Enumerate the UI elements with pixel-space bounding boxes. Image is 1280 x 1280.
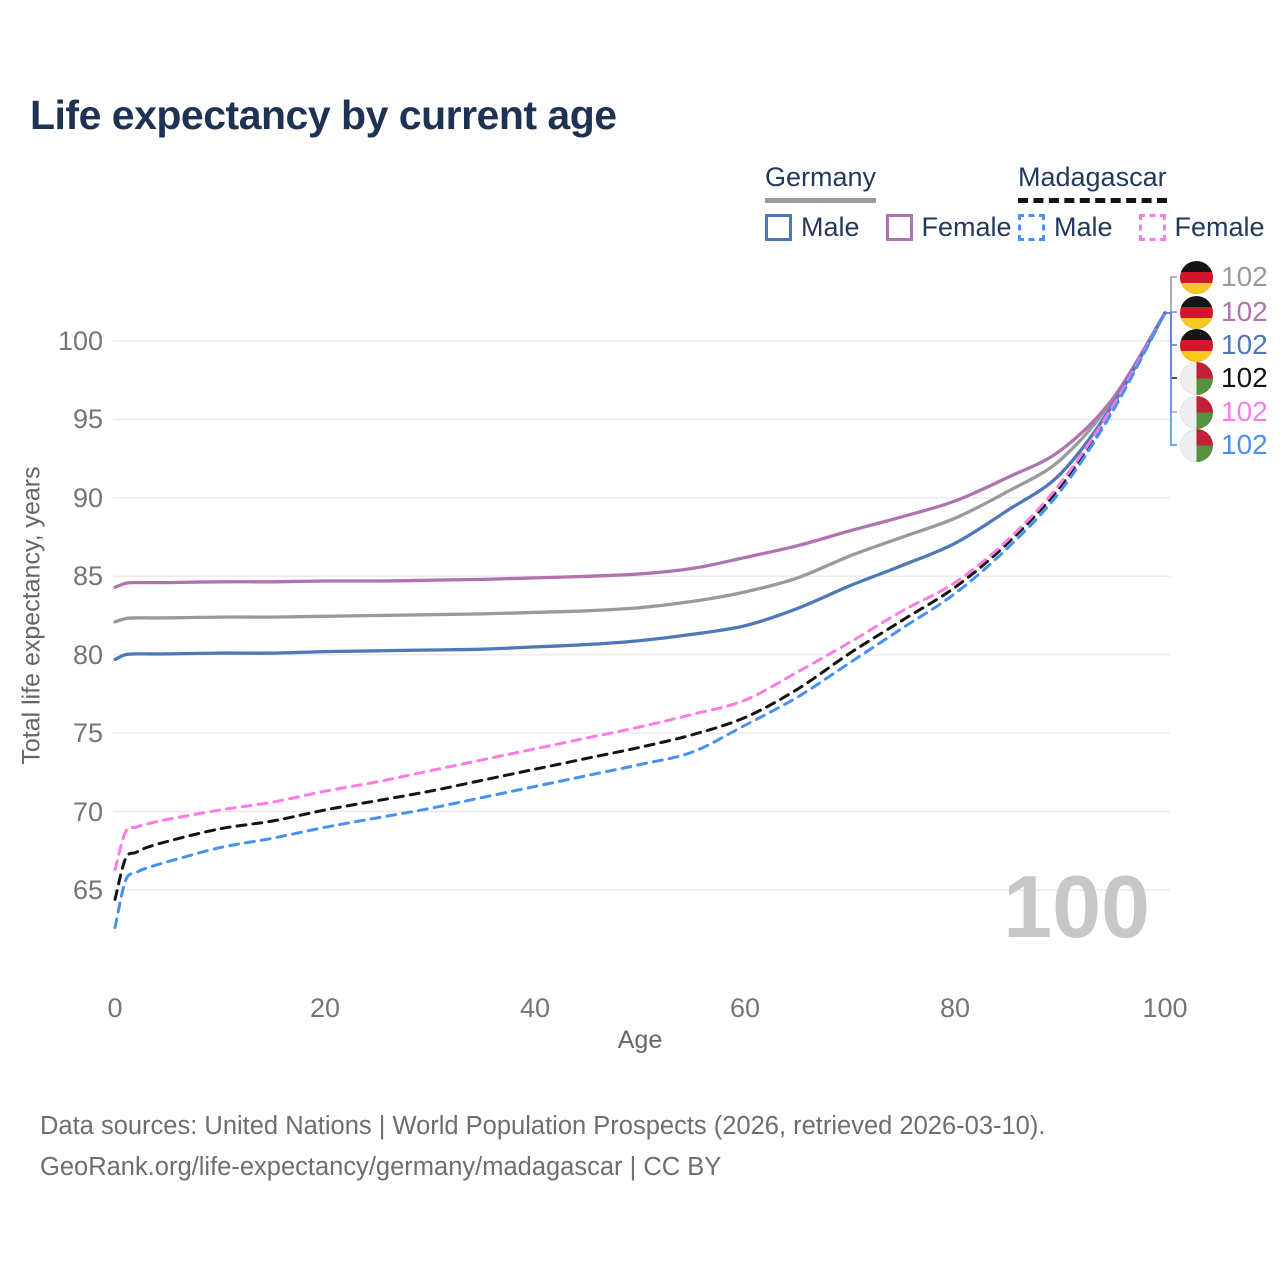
y-tick-label: 75 bbox=[72, 718, 103, 749]
gridlines bbox=[113, 340, 1170, 891]
legend-country-madagascar[interactable]: Madagascar bbox=[1018, 162, 1167, 203]
end-value-label: 102 bbox=[1221, 429, 1268, 460]
madagascar-flag-icon bbox=[1180, 361, 1213, 395]
data-sources-line: Data sources: United Nations | World Pop… bbox=[40, 1112, 1046, 1140]
x-tick-label: 80 bbox=[939, 993, 971, 1023]
end-label-row: 102 bbox=[1180, 295, 1268, 329]
series-line-germany-both-sexes[interactable] bbox=[113, 311, 1167, 624]
x-tick-label: 100 bbox=[1142, 993, 1188, 1023]
madagascar-male-swatch-icon bbox=[1018, 214, 1045, 241]
legend-item-germany-female[interactable]: Female bbox=[885, 212, 1012, 243]
page-title: Life expectancy by current age bbox=[30, 92, 617, 138]
legend-item-madagascar-male[interactable]: Male bbox=[1018, 212, 1113, 243]
end-value-label: 102 bbox=[1221, 261, 1268, 292]
legend-group-germany: Germany Male Female bbox=[765, 162, 1012, 243]
legend-country-germany[interactable]: Germany bbox=[765, 162, 877, 203]
footer: Data sources: United Nations | World Pop… bbox=[40, 1106, 1045, 1188]
end-label-row: 102 bbox=[1180, 260, 1268, 294]
germany-female-swatch-icon bbox=[885, 214, 913, 241]
series-line-madagascar-both-sexes[interactable] bbox=[113, 311, 1167, 901]
legend-item-madagascar-female[interactable]: Female bbox=[1138, 212, 1265, 243]
legend-item-label: Male bbox=[801, 212, 860, 242]
germany-male-swatch-icon bbox=[765, 214, 792, 241]
y-tick-label: 90 bbox=[72, 482, 103, 513]
germany-flag-icon bbox=[1180, 260, 1213, 294]
legend-item-label: Female bbox=[921, 212, 1012, 242]
legend-group-madagascar: Madagascar Male Female bbox=[1018, 162, 1265, 243]
x-tick-label: 40 bbox=[519, 993, 551, 1023]
attribution-line: GeoRank.org/life-expectancy/germany/mada… bbox=[40, 1153, 722, 1181]
series-line-madagascar-male[interactable] bbox=[113, 311, 1167, 930]
x-axis-title: Age bbox=[617, 1026, 663, 1054]
end-label-row: 102 bbox=[1180, 395, 1268, 429]
end-value-label: 102 bbox=[1221, 296, 1268, 327]
legend-item-label: Male bbox=[1054, 212, 1113, 242]
leader-line bbox=[1165, 312, 1177, 446]
madagascar-flag-icon bbox=[1180, 395, 1213, 429]
series-lines bbox=[113, 311, 1167, 930]
end-label-row: 102 bbox=[1180, 361, 1268, 395]
end-label-row: 102 bbox=[1180, 328, 1268, 362]
series-line-germany-female[interactable] bbox=[113, 311, 1167, 589]
series-line-germany-male[interactable] bbox=[113, 311, 1167, 662]
germany-flag-icon bbox=[1180, 328, 1213, 362]
leader-line bbox=[1165, 276, 1177, 314]
y-tick-label: 95 bbox=[72, 404, 103, 435]
y-tick-label: 85 bbox=[72, 561, 103, 592]
madagascar-female-swatch-icon bbox=[1138, 214, 1166, 241]
y-tick-label: 70 bbox=[72, 796, 103, 827]
legend-item-label: Female bbox=[1174, 212, 1265, 242]
x-tick-label: 60 bbox=[729, 993, 761, 1023]
x-tick-label: 0 bbox=[107, 993, 123, 1023]
end-value-label: 102 bbox=[1221, 362, 1268, 393]
y-tick-label: 80 bbox=[72, 639, 103, 670]
madagascar-flag-icon bbox=[1180, 428, 1213, 462]
end-label-row: 102 bbox=[1180, 428, 1268, 462]
x-tick-label: 20 bbox=[309, 993, 341, 1023]
y-tick-label: 65 bbox=[72, 875, 103, 905]
y-tick-label: 100 bbox=[57, 326, 103, 356]
series-line-madagascar-female[interactable] bbox=[113, 311, 1167, 872]
end-value-label: 102 bbox=[1221, 396, 1268, 427]
germany-flag-icon bbox=[1180, 295, 1213, 329]
legend-item-germany-male[interactable]: Male bbox=[765, 212, 860, 243]
leader-lines bbox=[1165, 276, 1177, 446]
end-value-label: 102 bbox=[1221, 329, 1268, 360]
